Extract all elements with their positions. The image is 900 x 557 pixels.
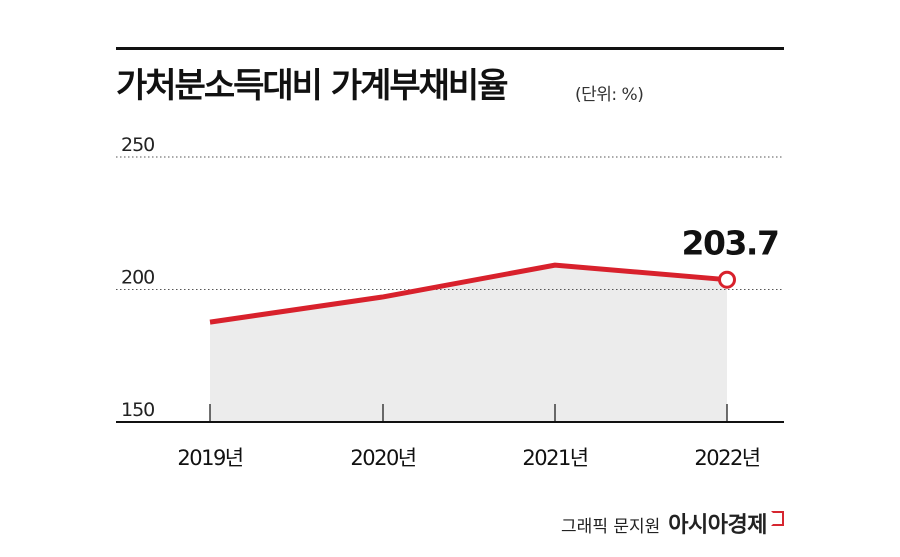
y-tick-label-200: 200 — [121, 267, 154, 289]
x-tick-label-3: 2022년 — [694, 446, 759, 470]
area-fill — [210, 265, 727, 422]
x-tick-label-1: 2020년 — [350, 446, 415, 470]
chart-title: 가처분소득대비 가계부채비율 — [116, 66, 508, 106]
data-label-2022: 203.7 — [682, 224, 779, 263]
graphic-author: 그래픽 문지원 — [561, 517, 661, 537]
end-point-marker — [718, 270, 736, 289]
unit-label: (단위: %) — [575, 85, 644, 105]
x-tick-label-2: 2021년 — [522, 446, 587, 470]
title-top-rule — [116, 47, 784, 50]
brand-mark-icon — [771, 511, 784, 526]
x-tick-label-0: 2019년 — [177, 446, 242, 470]
brand-logo-text: 아시아경제 — [668, 513, 767, 538]
y-tick-label-250: 250 — [121, 134, 154, 156]
credit-line: 그래픽 문지원 아시아경제 — [561, 511, 784, 539]
y-tick-label-150: 150 — [121, 399, 154, 421]
series-line — [209, 262, 728, 325]
